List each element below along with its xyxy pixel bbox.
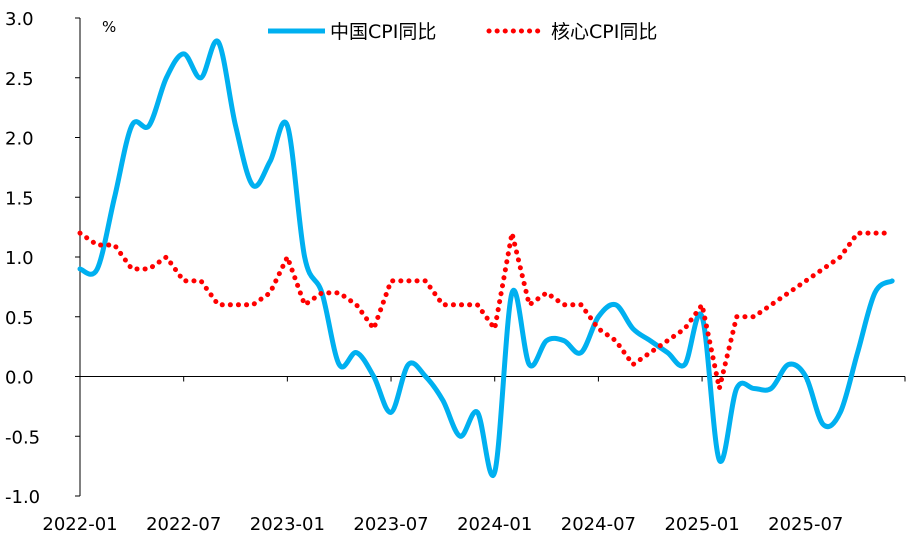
y-tick-label: 1.5 (5, 188, 34, 209)
y-unit-label: % (102, 18, 116, 36)
y-tick-label: 3.0 (5, 9, 34, 30)
x-tick-label: 2024-01 (457, 514, 532, 535)
legend: 中国CPI同比 核心CPI同比 (268, 21, 657, 43)
y-tick-label: -0.5 (5, 427, 40, 448)
x-tick-label: 2023-01 (250, 514, 325, 535)
y-tick-label: 2.0 (5, 129, 34, 150)
y-tick-label: 1.0 (5, 248, 34, 269)
legend-label-cpi: 中国CPI同比 (330, 21, 436, 43)
x-tick-label: 2025-01 (664, 514, 739, 535)
y-tick-label: 2.5 (5, 69, 34, 90)
x-tick-label: 2025-07 (768, 514, 843, 535)
series-line-core-cpi (77, 230, 895, 391)
x-tick-label: 2024-07 (561, 514, 636, 535)
x-tick-label: 2023-07 (353, 514, 428, 535)
series-line-cpi (77, 38, 895, 478)
y-tick-label: 0.0 (5, 368, 34, 389)
legend-label-core-cpi: 核心CPI同比 (551, 21, 657, 43)
series-lines (77, 38, 895, 478)
y-tick-label: 0.5 (5, 308, 34, 329)
y-tick-label: -1.0 (5, 487, 40, 508)
x-tick-label: 2022-07 (146, 514, 221, 535)
x-tick-label: 2022-01 (42, 514, 117, 535)
